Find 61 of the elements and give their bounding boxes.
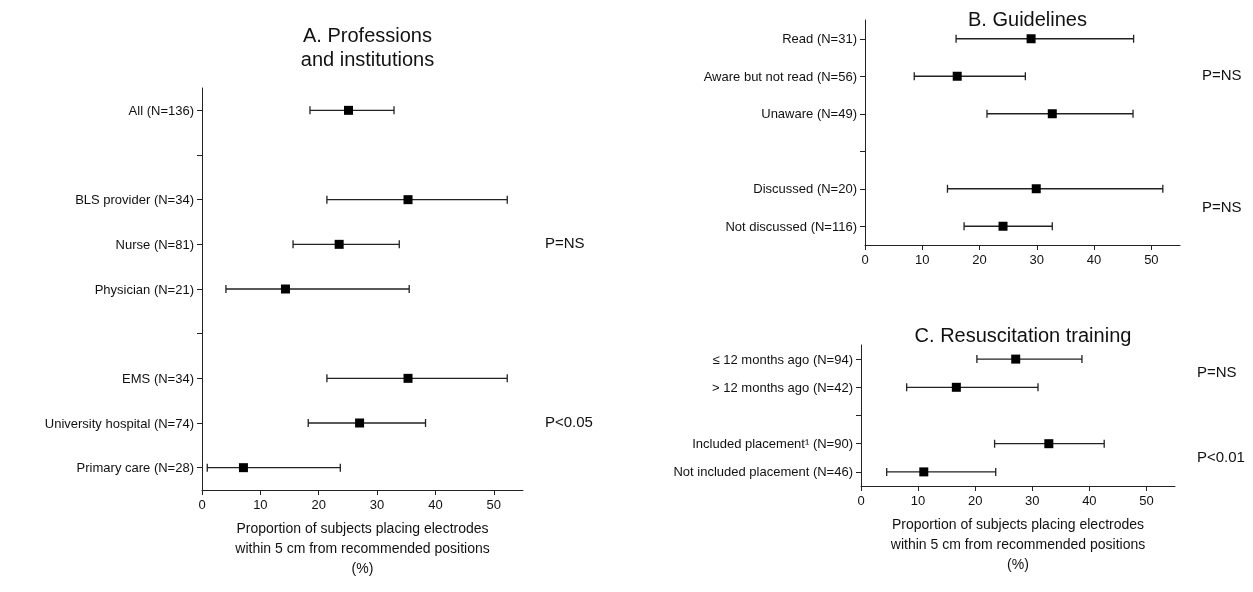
point	[355, 418, 365, 428]
point	[1044, 439, 1054, 449]
x-tick-label: 20	[972, 252, 987, 267]
y-tick-label: Not included placement (N=46)	[673, 464, 853, 480]
x-tick-label: 40	[1086, 252, 1102, 267]
point	[280, 284, 290, 294]
y-tick-label: All (N=136)	[128, 102, 194, 118]
y-tick-label: Read (N=31)	[782, 31, 857, 47]
point	[403, 195, 413, 205]
x-tick-label: 20	[967, 493, 983, 508]
x-tick-label: 50	[486, 497, 502, 512]
point	[238, 463, 248, 473]
x-tick-label: 40	[428, 497, 443, 512]
point	[919, 467, 929, 477]
x-axis-title: Proportion of subjects placing electrodes within 5 cm from recommended positions (%)	[889, 516, 1146, 572]
y-tick-label: EMS (N=34)	[122, 370, 194, 386]
y-tick-label: Aware but not read (N=56)	[703, 68, 857, 84]
chart-title: C. Resuscitation training	[914, 324, 1132, 346]
x-tick-label: 50	[1144, 252, 1159, 267]
y-tick-label: Included placement¹ (N=90)	[692, 436, 853, 452]
point	[952, 71, 962, 81]
point	[343, 105, 353, 115]
point	[951, 382, 961, 392]
chart-title: A. Professions and institutions	[300, 24, 435, 70]
x-tick-label: 50	[1139, 493, 1154, 508]
point	[998, 221, 1008, 231]
y-tick-label: Physician (N=21)	[94, 281, 194, 297]
text: P=NS	[1197, 363, 1237, 381]
y-tick-label: University hospital (N=74)	[44, 415, 194, 431]
point	[1011, 354, 1021, 364]
y-tick-label: Not discussed (N=116)	[725, 218, 857, 234]
y-tick-label: BLS provider (N=34)	[75, 192, 194, 208]
x-tick-label: 10	[910, 493, 926, 508]
point	[403, 373, 413, 383]
y-tick-label: Unaware (N=49)	[761, 106, 857, 122]
x-tick-label: 0	[857, 493, 865, 508]
text: P<0.01	[1197, 447, 1245, 465]
point	[1031, 184, 1041, 194]
y-tick-label: Discussed (N=20)	[753, 181, 857, 197]
point	[334, 239, 344, 249]
text: P=NS	[1202, 66, 1242, 84]
y-tick-label: Primary care (N=28)	[76, 460, 194, 476]
x-tick-label: 30	[369, 497, 385, 512]
text: P=NS	[1202, 197, 1242, 215]
text: P<0.05	[545, 413, 593, 430]
x-tick-label: 10	[253, 497, 268, 512]
text: P=NS	[545, 234, 585, 252]
x-tick-label: 30	[1029, 252, 1045, 267]
x-tick-label: 20	[311, 497, 326, 512]
y-tick-label: > 12 months ago (N=42)	[712, 379, 853, 395]
chart-title: B. Guidelines	[968, 8, 1087, 30]
x-axis-title: Proportion of subjects placing electrodes within 5 cm from recommended positions (%)	[234, 520, 490, 576]
x-tick-label: 40	[1082, 493, 1097, 508]
x-tick-label: 10	[915, 252, 930, 267]
x-tick-label: 0	[198, 497, 206, 512]
y-tick-label: Nurse (N=81)	[115, 236, 194, 252]
y-tick-label: ≤ 12 months ago (N=94)	[712, 351, 853, 367]
point	[1026, 34, 1036, 44]
x-tick-label: 0	[861, 252, 869, 267]
x-tick-label: 30	[1025, 493, 1040, 508]
point	[1047, 109, 1057, 119]
